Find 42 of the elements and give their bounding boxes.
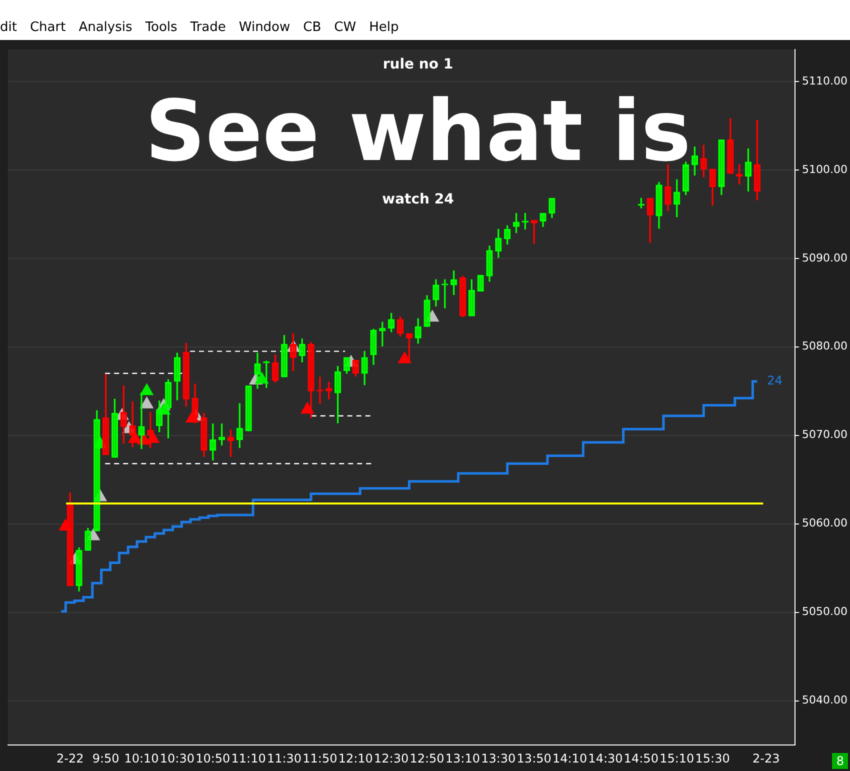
chart-title: See what is bbox=[145, 82, 691, 180]
text: CB bbox=[303, 20, 322, 35]
x-tick-label: 9:50 bbox=[92, 751, 120, 766]
text: Help bbox=[369, 20, 399, 35]
text: Trade bbox=[190, 20, 226, 35]
annotation: watch 24 bbox=[382, 192, 454, 208]
x-tick-label: 10:50 bbox=[196, 751, 230, 766]
y-tick-label: 5080.00 bbox=[802, 340, 848, 353]
text: Analysis bbox=[78, 20, 132, 35]
x-tick-label: 11:10 bbox=[231, 751, 266, 766]
x-tick-label: 2-23 bbox=[752, 751, 780, 766]
y-tick-label: 5050.00 bbox=[802, 605, 848, 618]
x-tick-label: 11:30 bbox=[266, 751, 302, 766]
x-tick-label: 14:10 bbox=[552, 751, 588, 766]
x-tick-label: 15:30 bbox=[695, 751, 730, 766]
x-tick-label: 10:10 bbox=[124, 751, 159, 766]
x-tick-label: 10:30 bbox=[160, 751, 194, 766]
text: CW bbox=[334, 20, 356, 35]
y-tick-label: 5040.00 bbox=[802, 694, 848, 707]
x-tick-label: 13:10 bbox=[445, 751, 480, 766]
y-tick-label: 5070.00 bbox=[802, 428, 848, 442]
text: Chart bbox=[30, 20, 66, 35]
x-tick-label: 12:30 bbox=[374, 751, 409, 766]
x-tick-label: 15:10 bbox=[660, 751, 694, 766]
text: 8 bbox=[832, 753, 848, 769]
y-tick-label: 5090.00 bbox=[802, 251, 848, 264]
y-tick-label: 5110.00 bbox=[802, 74, 848, 88]
x-tick-label: 12:10 bbox=[338, 751, 373, 766]
annotation: rule no 1 bbox=[382, 56, 454, 73]
x-tick-label: 2-22 bbox=[56, 751, 84, 766]
y-tick-label: 5060.00 bbox=[802, 516, 848, 530]
x-tick-label: 11:50 bbox=[302, 751, 338, 766]
x-tick-label: 12:50 bbox=[410, 751, 444, 766]
text: Tools bbox=[145, 20, 178, 35]
text: dit bbox=[0, 20, 17, 35]
y-tick-label: 5100.00 bbox=[802, 162, 848, 176]
x-tick-label: 14:50 bbox=[624, 751, 658, 766]
x-tick-label: 13:50 bbox=[516, 751, 552, 766]
x-tick-label: 14:30 bbox=[588, 751, 623, 766]
x-tick-label: 13:30 bbox=[481, 751, 516, 766]
series-label: 24 bbox=[767, 374, 782, 388]
text: Window bbox=[238, 20, 290, 35]
